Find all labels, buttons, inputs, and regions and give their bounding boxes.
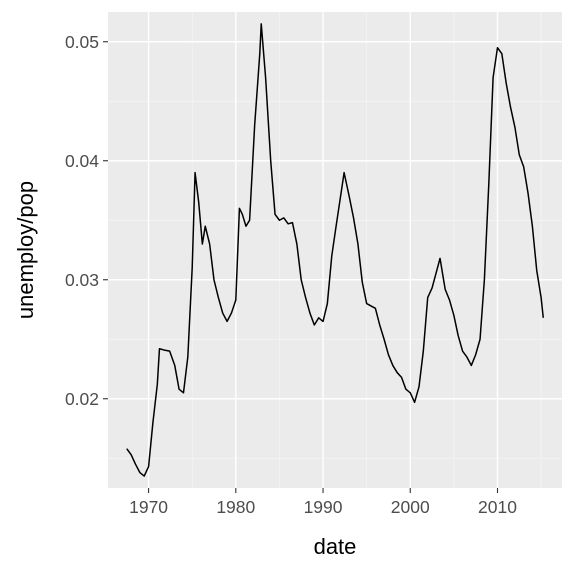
y-tick-label: 0.04 <box>65 151 99 171</box>
axes: 1970 1980 1990 2000 2010 0.02 0.03 0.04 0.05 <box>65 32 517 517</box>
y-tick-label: 0.03 <box>65 270 99 290</box>
y-axis-title: unemploy/pop <box>13 181 38 319</box>
x-tick-label: 1970 <box>129 497 168 517</box>
x-axis: 1970 1980 1990 2000 2010 <box>129 488 517 517</box>
y-axis: 0.02 0.03 0.04 0.05 <box>65 32 108 409</box>
x-tick-label: 1980 <box>216 497 255 517</box>
plot-panel <box>108 12 562 488</box>
series-line <box>126 23 545 477</box>
x-axis-title: date <box>314 534 357 559</box>
x-tick-label: 2000 <box>391 497 430 517</box>
x-tick-label: 2010 <box>478 497 517 517</box>
y-tick-label: 0.02 <box>65 389 99 409</box>
grid <box>108 12 562 488</box>
y-tick-label: 0.05 <box>65 32 99 52</box>
x-tick-label: 1990 <box>304 497 343 517</box>
series-layer <box>126 23 545 477</box>
